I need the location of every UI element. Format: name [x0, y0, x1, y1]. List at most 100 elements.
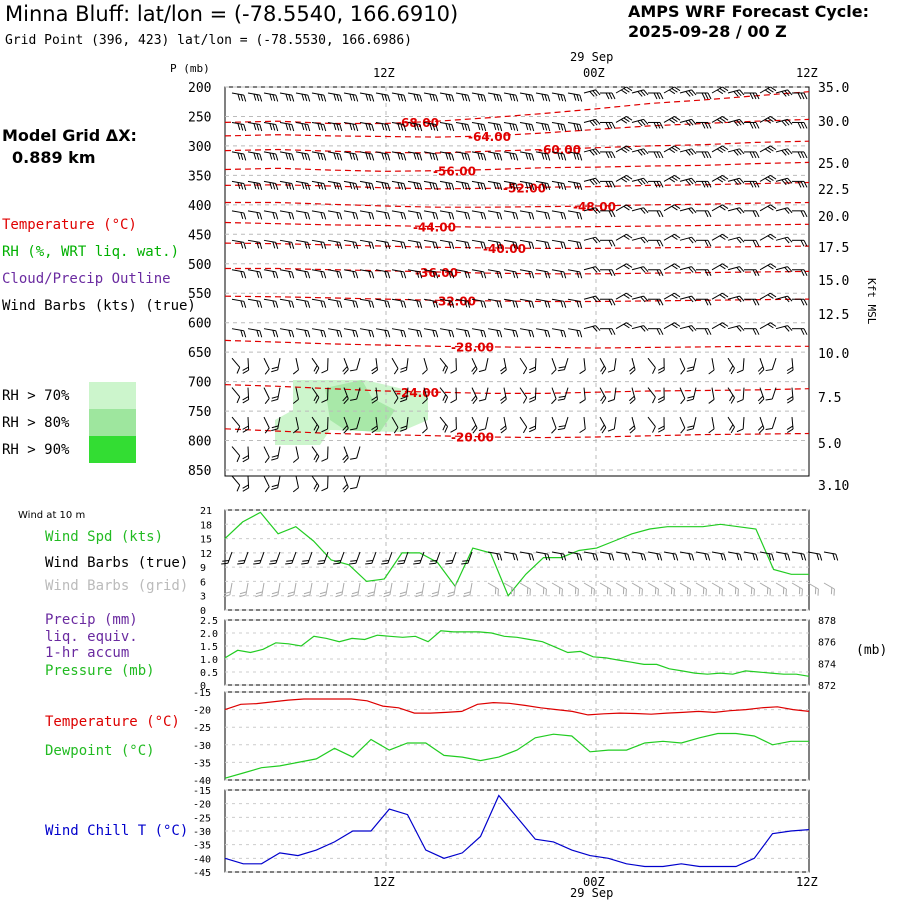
pressure-tick-label-right: 872 — [818, 681, 836, 692]
upper-wind-barb — [311, 92, 327, 102]
surface-wind-barb-true — [775, 551, 791, 561]
surface-wind-barb-true — [503, 551, 519, 561]
upper-wind-barb — [487, 92, 503, 102]
surface-wind-barb-grid — [519, 582, 531, 596]
upper-wind-barb — [439, 357, 449, 374]
upper-wind-barb — [471, 210, 487, 220]
pressure-tick-label-right: 876 — [818, 638, 836, 649]
upper-wind-barb — [423, 180, 439, 191]
upper-wind-barb — [391, 239, 407, 249]
upper-wind-barb — [359, 151, 375, 161]
wind-barbs-grid-label: Wind Barbs (grid) — [45, 578, 189, 594]
pressure-tick-label: 700 — [188, 376, 211, 391]
upper-wind-barb — [439, 151, 455, 161]
upper-wind-barb — [327, 298, 343, 308]
upper-wind-barb — [263, 416, 270, 434]
upper-wind-barb — [792, 239, 808, 247]
isotherm-line — [224, 91, 810, 125]
upper-wind-barb — [600, 151, 616, 159]
upper-wind-barb — [407, 298, 423, 308]
upper-wind-barb — [744, 180, 760, 188]
date-top: 29 Sep — [570, 50, 614, 64]
upper-wind-barb — [231, 357, 241, 374]
upper-wind-barb — [359, 298, 375, 308]
upper-wind-barb — [350, 416, 361, 431]
station-title: Minna Bluff: lat/lon = (-78.5540, 166.69… — [5, 2, 459, 26]
upper-wind-barb — [727, 148, 745, 156]
upper-wind-barb — [271, 387, 281, 402]
upper-wind-barb — [471, 239, 487, 249]
upper-wind-barb — [311, 180, 327, 191]
upper-wind-barb — [775, 177, 793, 186]
upper-wind-barb — [242, 358, 250, 374]
upper-wind-barb — [535, 298, 551, 308]
upper-wind-barb — [439, 180, 455, 191]
upper-wind-barb — [375, 210, 391, 220]
precip-frame — [224, 619, 810, 686]
forecast-cycle-label: AMPS WRF Forecast Cycle: — [628, 2, 870, 21]
upper-wind-barb — [231, 298, 247, 308]
upper-wind-barb — [663, 116, 681, 124]
upper-wind-barb — [343, 121, 359, 132]
time-tick-label-top: 00Z — [583, 66, 605, 80]
upper-wind-barb — [615, 322, 633, 330]
upper-wind-barb — [359, 239, 375, 249]
upper-wind-barb — [375, 269, 391, 279]
upper-wind-barb — [247, 328, 263, 338]
upper-wind-barb — [350, 387, 361, 401]
upper-wind-barb — [647, 387, 656, 404]
surface-wind-barb-true — [727, 551, 743, 561]
upper-wind-barb — [359, 269, 375, 279]
surface-wind-barb-grid — [695, 582, 707, 596]
upper-wind-barb — [792, 328, 808, 335]
upper-wind-barb — [471, 298, 487, 308]
upper-wind-barb — [311, 151, 327, 161]
surface-wind-barb-grid — [487, 582, 499, 596]
upper-wind-barb — [519, 416, 528, 434]
upper-wind-barb — [439, 269, 455, 279]
upper-wind-barb — [342, 475, 349, 493]
upper-wind-barb — [600, 269, 616, 276]
upper-wind-barb — [648, 298, 664, 306]
upper-wind-barb — [327, 151, 343, 161]
upper-wind-barb — [439, 416, 449, 433]
upper-wind-barb — [247, 92, 263, 102]
surface-wind-barb-grid — [583, 582, 595, 596]
upper-wind-barb — [727, 387, 735, 404]
surface-wind-barb-true — [599, 551, 615, 561]
pressure-tick-label-right: 878 — [818, 616, 836, 627]
upper-wind-barb — [371, 417, 378, 434]
isotherm-line — [224, 221, 810, 228]
upper-wind-barb — [231, 446, 241, 463]
upper-wind-barb — [343, 180, 359, 191]
surface-wind-barb-grid — [743, 582, 755, 596]
upper-wind-barb — [359, 328, 375, 338]
legend-temperature: Temperature (°C) — [2, 217, 137, 233]
upper-wind-barb — [663, 233, 681, 241]
upper-wind-barb — [759, 322, 777, 330]
upper-wind-barb — [648, 269, 664, 276]
upper-wind-barb — [400, 417, 409, 432]
upper-wind-barb — [551, 239, 567, 249]
upper-wind-barb — [487, 328, 503, 338]
wind10m-tick-label: 21 — [200, 506, 212, 517]
upper-wind-barb — [727, 118, 745, 127]
upper-wind-barb — [696, 151, 712, 159]
upper-wind-barb — [757, 387, 765, 405]
upper-wind-barb — [567, 210, 583, 220]
surface-wind-barb-grid — [567, 582, 579, 596]
rh80-region — [325, 380, 395, 432]
windchill-tick-label: -20 — [193, 800, 211, 811]
upper-wind-barb — [744, 121, 760, 129]
upper-wind-barb — [615, 233, 633, 241]
precip-tick-label: 2.0 — [200, 629, 218, 640]
isotherm-label: -32.00 — [433, 294, 476, 308]
upper-wind-barb — [478, 387, 489, 402]
time-tick-label-bottom: 00Z — [583, 875, 605, 889]
upper-wind-barb — [231, 328, 247, 338]
surface-wind-barb-true — [711, 551, 727, 561]
upper-wind-barb — [450, 387, 457, 404]
upper-wind-barb — [295, 210, 311, 220]
upper-wind-barb — [247, 180, 263, 191]
